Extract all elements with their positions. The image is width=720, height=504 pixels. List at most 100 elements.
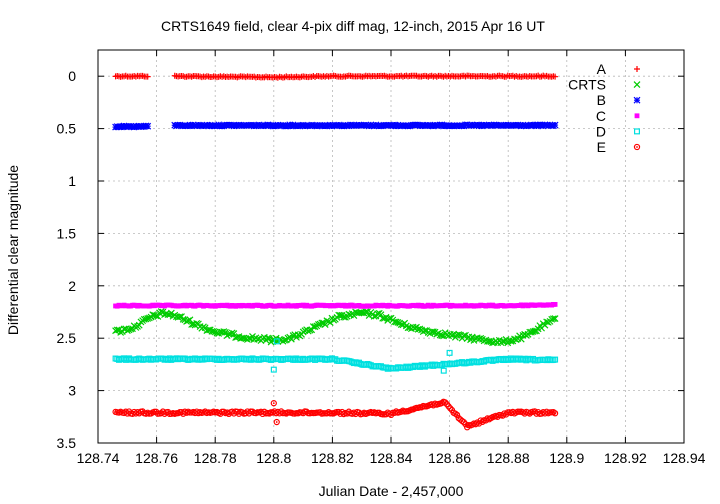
legend-marker [634,66,640,72]
data-point [164,311,172,319]
legend-marker-dot [636,146,638,148]
data-point [394,121,402,129]
y-tick-label: 3.5 [57,435,77,451]
x-tick-label: 128.84 [370,450,413,466]
data-point-outlier [270,366,277,373]
data-point [113,326,121,334]
data-point [551,410,559,417]
data-point [186,121,194,129]
data-point [477,121,485,129]
data-point [205,122,212,130]
data-point [445,121,453,129]
data-point [342,121,349,129]
data-point [287,335,295,343]
data-point [551,315,559,323]
data-point [323,317,331,325]
data-point [193,122,201,130]
data-point [475,122,483,130]
legend-label: CRTS [568,77,606,93]
x-tick-label: 128.88 [487,450,530,466]
data-point [336,311,344,319]
data-point [267,122,275,129]
data-point [453,411,461,419]
data-point [335,121,343,129]
data-point [228,121,236,129]
legend-marker [633,143,641,151]
x-tick-label: 128.82 [311,450,354,466]
data-point-outlier [270,400,277,407]
data-point [183,318,191,325]
chart-title: CRTS1649 field, clear 4-pix diff mag, 12… [161,18,545,34]
legend-marker [633,96,641,104]
data-point [210,327,218,335]
data-point [552,356,559,363]
legend-marker [633,81,641,89]
data-point [274,121,282,129]
data-point [367,121,375,129]
data-point [414,121,422,129]
y-tick-label: 0.5 [57,121,77,137]
data-point [485,337,493,345]
data-point [385,314,393,322]
data-point [127,122,135,130]
legend-label: C [596,108,606,124]
data-point [517,335,525,343]
y-tick-label: 2 [68,278,76,294]
data-point [306,122,314,130]
data-point [179,315,187,323]
data-point [278,408,285,415]
data-point [507,337,515,345]
data-point [326,319,334,326]
data-point [429,328,437,336]
data-points [112,72,559,431]
data-point [531,327,539,335]
data-point [123,327,131,335]
data-point-dot [554,412,556,415]
series-d [112,338,559,374]
data-point [529,122,537,129]
y-axis-label: Differential clear magnitude [5,165,21,335]
data-point [552,301,558,307]
data-point [171,121,179,129]
data-point [271,408,278,415]
legend-marker [634,113,640,119]
data-point [186,316,194,324]
series-c [113,301,558,309]
x-tick-label: 128.78 [194,450,237,466]
data-point [140,123,148,130]
legend-label: B [597,92,606,108]
legend-label: D [596,123,606,139]
axis-ticks: 128.74 128.76 128.78 128.8 128.82 128.84 128.8… [57,50,706,466]
data-point [130,123,138,131]
data-point [230,122,238,130]
x-tick-label: 128.8 [256,450,291,466]
legend-marker [633,128,640,135]
legend-label: A [597,61,607,77]
data-point [549,315,557,323]
x-axis-label: Julian Date - 2,457,000 [319,483,464,499]
plot-frame [97,49,685,444]
data-point [544,122,552,130]
data-point-outlier [446,349,453,356]
data-point [499,337,507,345]
data-point [245,334,253,342]
data-point [552,73,559,80]
data-point [311,323,319,331]
y-tick-label: 3 [68,383,76,399]
data-point [489,339,496,347]
y-tick-label: 1 [68,173,76,189]
data-point [551,121,559,129]
data-point [447,405,454,412]
data-point [255,121,263,129]
y-tick-label: 2.5 [57,330,77,346]
data-point-outlier-dot [272,402,275,405]
series-a [112,72,559,81]
x-tick-label: 128.94 [663,450,706,466]
x-tick-label: 128.86 [428,450,471,466]
data-point [479,418,486,425]
data-point [421,327,429,335]
data-point [468,121,476,129]
data-point [173,122,180,130]
y-tick-label: 0 [68,68,76,84]
